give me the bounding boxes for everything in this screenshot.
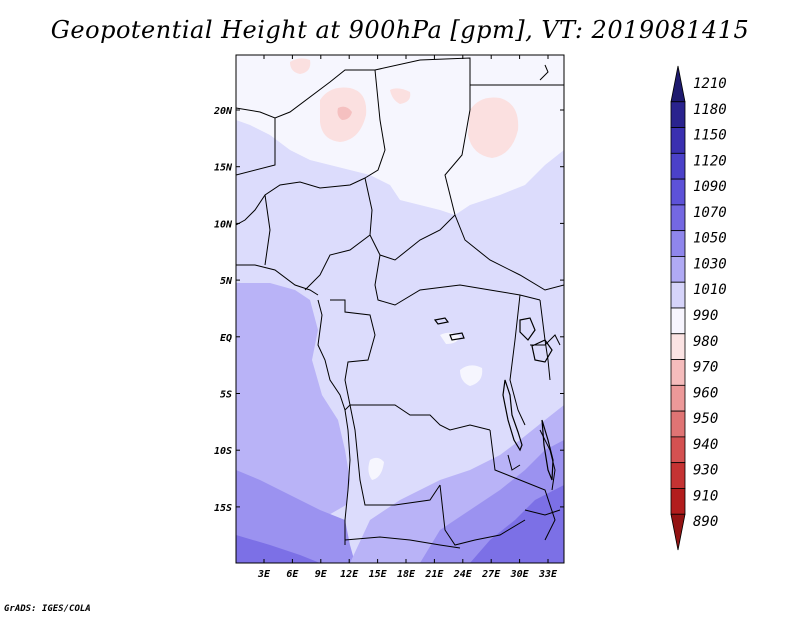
lon-tick-label: 21E <box>424 569 444 580</box>
colorbar-cell <box>670 359 686 386</box>
country-boundaries <box>236 57 564 549</box>
colorbar-cell-top <box>670 65 686 103</box>
lon-tick-label: 9E <box>315 569 328 580</box>
lon-tick-label: 6E <box>286 569 299 580</box>
colorbar: 1210 1180 1150 1120 1090 1070 1050 1030 1010 990 9… <box>670 65 727 551</box>
field-1010-lake-patch <box>460 365 483 386</box>
latitude-axis: 20N 15N 10N 5N EQ 5S 10S 15S <box>213 106 564 514</box>
colorbar-label: 1030 <box>693 256 727 272</box>
field-1010-patch-west <box>368 457 384 480</box>
field-990-patch-top <box>290 58 311 74</box>
grads-footer: GrADS: IGES/COLA <box>4 604 91 614</box>
lon-tick-label: 12E <box>340 569 359 580</box>
colorbar-cell <box>670 204 686 232</box>
field-1040-ocean <box>236 283 350 530</box>
colorbar-cell <box>670 410 686 438</box>
lat-tick-label: 15S <box>214 503 232 514</box>
field-1070-ocean <box>236 535 320 563</box>
lat-tick-label: EQ <box>220 333 232 344</box>
colorbar-cell <box>670 152 686 180</box>
lat-tick-label: 5N <box>220 276 233 287</box>
field-1050-ocean <box>236 470 355 563</box>
colorbar-label: 970 <box>693 360 718 376</box>
colorbar-label: 1090 <box>693 179 727 195</box>
field-980-patch-north <box>337 106 352 120</box>
field-990-patch-top2 <box>390 88 411 104</box>
colorbar-label: 940 <box>693 437 718 453</box>
colorbar-cell <box>670 127 686 154</box>
field-1010-patch-center <box>440 332 460 344</box>
colorbar-label: 960 <box>693 385 718 401</box>
lat-tick-label: 20N <box>213 106 233 117</box>
colorbar-label: 990 <box>693 308 718 324</box>
colorbar-cell <box>670 384 686 412</box>
lat-tick-label: 5S <box>220 390 232 401</box>
colorbar-cell <box>670 281 686 309</box>
colorbar-cell <box>670 333 686 360</box>
longitude-axis: 3E 6E 9E 12E 15E 18E 21E 24E 27E 30E 33E <box>257 55 558 580</box>
lon-tick-label: 33E <box>538 569 558 580</box>
colorbar-cell <box>670 178 686 206</box>
colorbar-cell <box>670 436 686 464</box>
lat-tick-label: 15N <box>214 163 233 174</box>
colorbar-label: 1150 <box>693 128 727 144</box>
geopotential-field <box>236 55 564 563</box>
lon-tick-label: 3E <box>257 569 271 580</box>
lon-tick-label: 18E <box>397 569 416 580</box>
colorbar-cell <box>670 488 686 515</box>
lon-tick-label: 15E <box>369 569 388 580</box>
lon-tick-label: 30E <box>510 569 530 580</box>
map-frame <box>235 54 565 564</box>
colorbar-label: 890 <box>693 514 718 530</box>
colorbar-label: 930 <box>693 463 718 479</box>
colorbar-label: 980 <box>693 334 718 350</box>
lat-tick-label: 10S <box>214 446 232 457</box>
colorbar-label: 1180 <box>693 102 727 118</box>
colorbar-label: 1050 <box>693 231 727 247</box>
lat-tick-label: 10N <box>214 219 233 230</box>
colorbar-label: 910 <box>693 488 718 504</box>
field-1070-southeast <box>470 485 564 563</box>
coastline <box>236 64 549 545</box>
colorbar-label: 1070 <box>693 205 727 221</box>
field-1010-region <box>236 55 564 215</box>
lakes <box>433 317 554 481</box>
lon-tick-label: 27E <box>481 569 501 580</box>
colorbar-cell <box>670 462 686 489</box>
colorbar-label: 950 <box>693 411 718 427</box>
colorbar-cell <box>670 101 686 128</box>
colorbar-label: 1010 <box>693 282 727 298</box>
colorbar-label: 1210 <box>693 76 727 92</box>
map-title: Geopotential Height at 900hPa [gpm], VT:… <box>50 16 750 44</box>
colorbar-cell <box>670 307 686 335</box>
colorbar-cell <box>670 230 686 257</box>
colorbar-cell-bottom <box>670 513 686 551</box>
field-990-patch-east <box>468 97 519 158</box>
colorbar-cell <box>670 256 686 283</box>
lon-tick-label: 24E <box>453 569 473 580</box>
colorbar-label: 1120 <box>693 153 727 169</box>
